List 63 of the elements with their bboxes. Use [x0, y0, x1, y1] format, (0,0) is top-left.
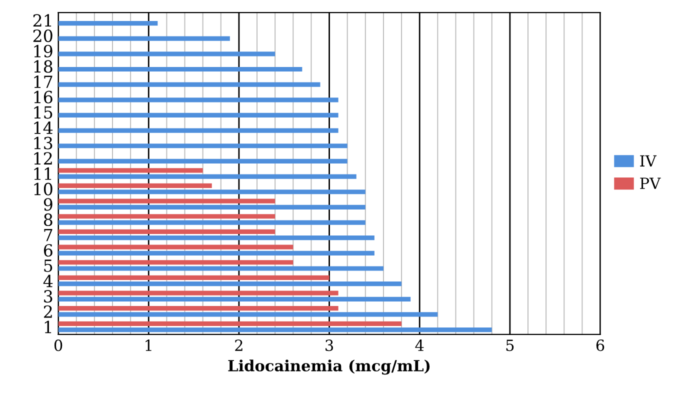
bar	[58, 266, 384, 271]
bar	[58, 250, 374, 256]
x-tick-label: 3	[326, 340, 334, 352]
bar	[58, 144, 348, 148]
bar	[58, 168, 203, 173]
bar	[58, 229, 276, 234]
x-tick-label: 1	[146, 340, 152, 351]
bar	[58, 112, 338, 118]
bar	[58, 66, 302, 72]
x-tick-label: 5	[506, 340, 514, 352]
bar	[58, 236, 374, 240]
y-tick-label: 21	[33, 14, 52, 27]
bar	[58, 275, 330, 280]
bar	[58, 220, 366, 225]
y-tick-label: 16	[34, 90, 52, 104]
x-tick-label: 4	[415, 340, 424, 351]
x-tick-label: 0	[54, 340, 62, 352]
bar	[58, 190, 366, 194]
y-tick-label: 8	[44, 213, 52, 226]
bar	[58, 52, 276, 56]
y-tick-label: 2	[44, 305, 52, 318]
y-tick-label: 12	[34, 152, 52, 164]
x-axis-title: Lidocainemia (mcg/mL)	[228, 360, 430, 375]
bar	[58, 183, 212, 188]
bar	[58, 98, 338, 102]
y-tick-label: 10	[34, 182, 52, 196]
bar	[58, 158, 348, 164]
y-tick-label: 5	[44, 260, 52, 272]
bar	[58, 204, 366, 210]
bar	[58, 82, 320, 87]
bar	[58, 312, 438, 317]
y-tick-label: 14	[34, 121, 53, 134]
bar	[58, 174, 356, 179]
x-tick-label: 6	[596, 340, 604, 352]
bar	[58, 328, 492, 332]
y-tick-label: 20	[33, 29, 52, 42]
y-tick-label: 9	[44, 198, 52, 211]
bar	[58, 214, 276, 219]
bar	[58, 36, 230, 41]
x-tick-label: 2	[235, 340, 242, 351]
bar	[58, 282, 402, 286]
y-tick-label: 13	[34, 136, 52, 150]
y-tick-label: 7	[44, 228, 52, 242]
bar	[58, 296, 411, 302]
bar	[58, 128, 338, 133]
bar	[58, 20, 158, 26]
legend-label: PV	[640, 178, 661, 189]
y-tick-label: 15	[34, 106, 52, 119]
y-tick-label: 6	[44, 244, 52, 257]
bar	[58, 244, 294, 250]
y-tick-label: 4	[43, 274, 53, 288]
bar	[58, 306, 338, 311]
legend-label: IV	[640, 155, 657, 166]
bar	[58, 321, 402, 326]
y-tick-label: 11	[34, 167, 52, 180]
y-tick-label: 18	[34, 60, 52, 73]
y-tick-label: 19	[34, 44, 52, 58]
y-tick-label: 1	[44, 320, 52, 334]
y-tick-label: 17	[34, 75, 52, 88]
bar	[58, 198, 276, 204]
bar	[58, 260, 294, 265]
y-tick-label: 3	[44, 290, 52, 303]
bar	[58, 290, 338, 296]
